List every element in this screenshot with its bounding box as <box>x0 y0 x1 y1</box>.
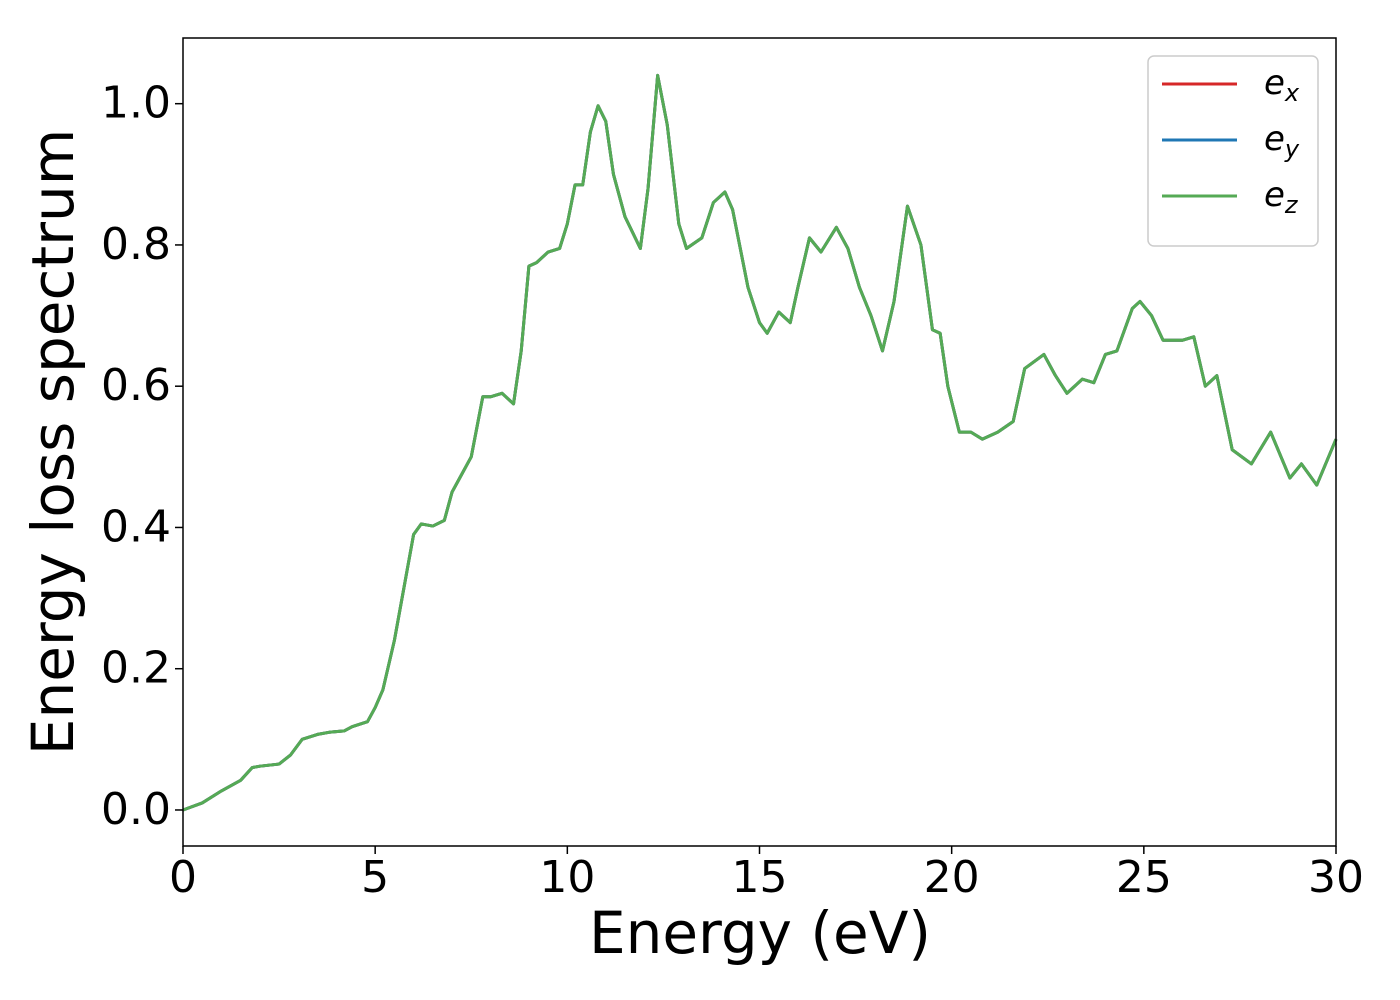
series-line <box>182 73 1338 812</box>
y-tick-label: 0.6 <box>101 360 171 411</box>
x-tick-label: 20 <box>924 852 980 903</box>
x-tick-label: 0 <box>169 852 197 903</box>
x-tick-label: 10 <box>539 852 595 903</box>
legend-sub: y <box>1284 135 1300 163</box>
y-tick-label: 0.4 <box>101 501 171 552</box>
x-tick-label: 30 <box>1308 852 1364 903</box>
y-tick-label: 0.2 <box>101 643 171 694</box>
legend-sub: z <box>1284 191 1299 219</box>
legend-base: e <box>1264 175 1285 215</box>
plot-frame <box>182 37 1337 847</box>
legend-base: e <box>1264 119 1285 159</box>
legend-sub: x <box>1284 79 1300 107</box>
y-axis-label: Energy loss spectrum <box>19 129 87 755</box>
legend-label: ex <box>1264 63 1300 108</box>
legend-box <box>1147 55 1319 247</box>
legend-base: e <box>1264 63 1285 103</box>
x-axis-label: Energy (eV) <box>589 899 931 967</box>
legend-label: ey <box>1264 119 1300 164</box>
x-tick-label: 15 <box>732 852 788 903</box>
legend-label: ez <box>1264 175 1299 220</box>
x-tick-label: 5 <box>361 852 389 903</box>
y-tick-label: 1.0 <box>101 78 171 129</box>
y-tick-label: 0.8 <box>101 219 171 270</box>
x-tick-label: 25 <box>1116 852 1172 903</box>
y-tick-label: 0.0 <box>101 784 171 835</box>
